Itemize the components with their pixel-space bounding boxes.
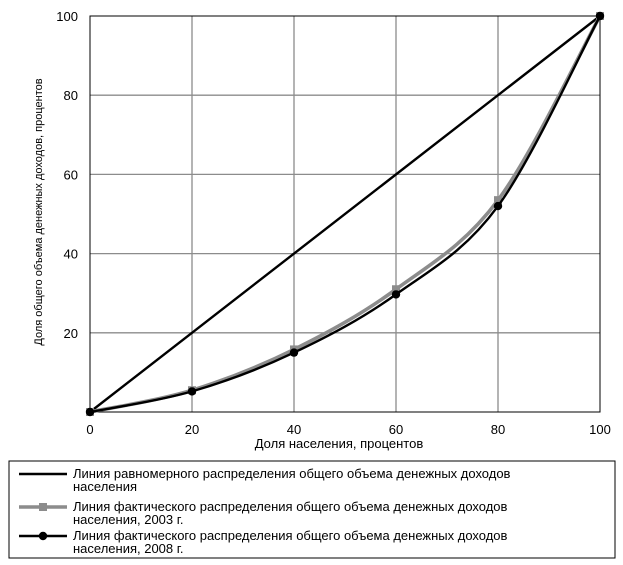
- data-point-circle: [493, 201, 503, 211]
- legend-label-line: Линия равномерного распределения общего …: [73, 466, 511, 481]
- legend-item-1: Линия равномерного распределения общего …: [19, 466, 511, 494]
- legend-label-line: Линия фактического распределения общего …: [73, 499, 508, 514]
- data-point-square: [392, 285, 400, 294]
- legend-swatch-marker: [38, 531, 48, 541]
- legend-item-3: Линия фактического распределения общего …: [19, 528, 508, 556]
- x-axis-label: Доля населения, процентов: [255, 436, 424, 451]
- data-point-circle: [595, 11, 605, 21]
- x-tick-label: 20: [185, 422, 199, 437]
- y-tick-label: 60: [64, 167, 78, 182]
- legend-label-line: населения, 2008 г.: [73, 541, 184, 556]
- series-1: [88, 14, 602, 414]
- x-tick-label: 0: [86, 422, 93, 437]
- plot-area-frame: [89, 15, 601, 413]
- data-point-circle: [187, 387, 197, 396]
- x-tick-label: 60: [389, 422, 403, 437]
- series-3: [85, 11, 605, 417]
- data-point-circle: [391, 290, 401, 299]
- data-point-square: [494, 196, 502, 205]
- legend-item-2: Линия фактического распределения общего …: [19, 499, 508, 527]
- legend-box: [8, 460, 616, 559]
- x-tick-label: 80: [491, 422, 505, 437]
- x-tick-label: 100: [589, 422, 611, 437]
- data-point-circle: [85, 407, 95, 417]
- data-point-circle: [289, 348, 299, 357]
- series-group: [85, 11, 605, 417]
- tick-labels: 0 20 40 60 80 100 20 40 60 80 100: [56, 9, 611, 437]
- legend-swatch-marker: [39, 503, 47, 511]
- legend-label-line: населения: [73, 479, 137, 494]
- x-tick-label: 40: [287, 422, 301, 437]
- y-tick-label: 40: [64, 247, 78, 262]
- y-tick-label: 20: [64, 326, 78, 341]
- y-tick-label: 80: [64, 88, 78, 103]
- y-tick-label: 100: [56, 9, 78, 24]
- series-line: [88, 14, 602, 414]
- legend-label-line: населения, 2003 г.: [73, 512, 184, 527]
- grid: [90, 16, 600, 412]
- legend-label-line: Линия фактического распределения общего …: [73, 528, 508, 543]
- y-axis-label: Доля общего объема денежных доходов, про…: [33, 78, 45, 345]
- legend: Линия равномерного распределения общего …: [8, 460, 616, 559]
